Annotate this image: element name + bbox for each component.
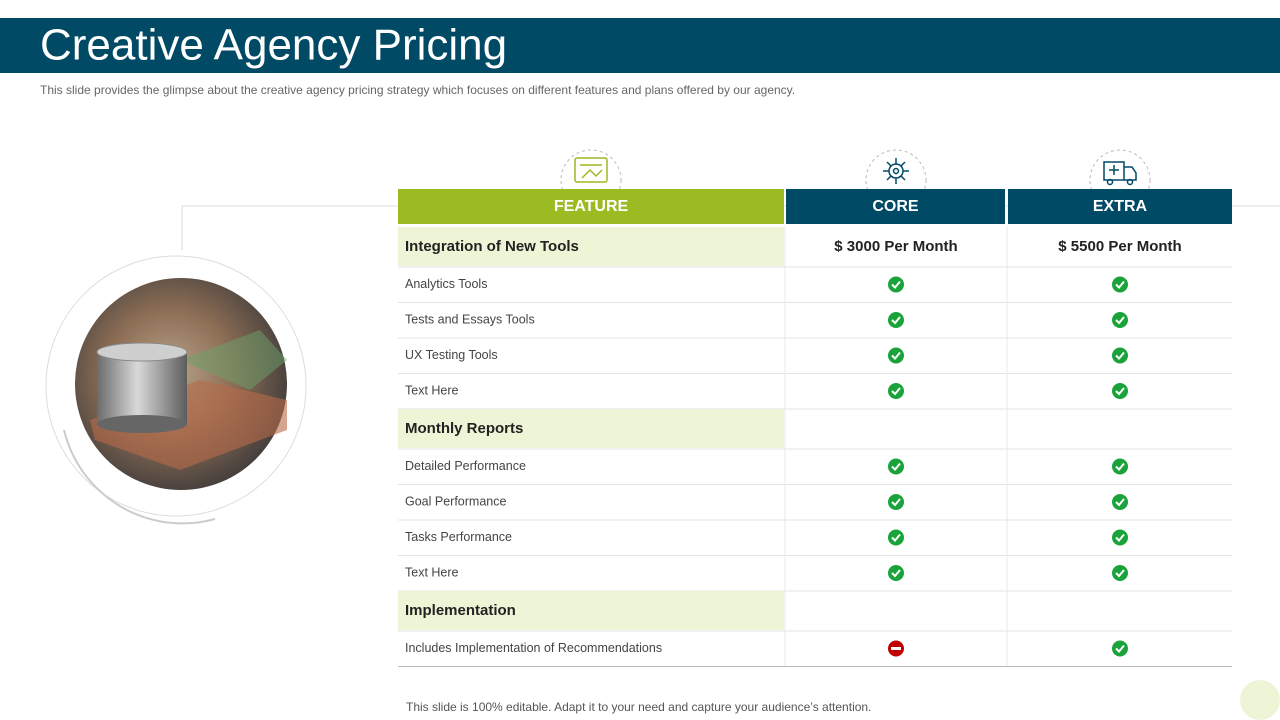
section-bg	[398, 409, 784, 448]
icon-check	[891, 533, 901, 542]
icon-circle	[888, 494, 904, 510]
icon-circle	[1112, 529, 1128, 546]
check-icon	[888, 529, 904, 546]
icon-check	[1115, 387, 1125, 396]
icon-check	[1115, 316, 1125, 325]
column-header-bg	[786, 189, 1005, 224]
check-icon	[888, 494, 904, 510]
check-icon	[1112, 276, 1128, 293]
check-icon	[1112, 640, 1128, 657]
icon-check	[1115, 644, 1125, 653]
feature-icon	[574, 157, 608, 183]
icon-check	[891, 569, 901, 578]
column-header-bg	[1008, 189, 1232, 224]
check-icon	[1112, 383, 1128, 399]
section-title: Monthly Reports	[405, 420, 523, 437]
icon-circle	[1112, 458, 1128, 475]
section-title: Implementation	[405, 602, 516, 619]
icon-circle	[1112, 565, 1128, 581]
extra-icon	[1103, 161, 1137, 186]
check-icon	[1112, 347, 1128, 364]
icon-check	[891, 316, 901, 325]
check-icon	[1112, 458, 1128, 475]
coin-top	[96, 342, 188, 362]
photo-notes-2	[180, 330, 287, 390]
icon-circle	[888, 529, 904, 546]
ring-arc	[63, 429, 216, 525]
icon-check	[891, 387, 901, 396]
section-bg	[398, 591, 784, 630]
title: Creative Agency Pricing	[40, 21, 507, 70]
feature-label: Text Here	[405, 565, 459, 579]
coin-stack	[97, 352, 187, 424]
feature-label: UX Testing Tools	[405, 348, 498, 362]
icon-circle	[888, 276, 904, 293]
section-title: Integration of New Tools	[405, 238, 579, 255]
icon-bar	[891, 647, 901, 650]
icon-circle	[888, 347, 904, 364]
coin-bottom	[97, 415, 187, 433]
feature-label: Text Here	[405, 383, 459, 397]
feature-label: Detailed Performance	[405, 459, 526, 473]
core-icon	[883, 158, 909, 184]
check-icon	[1112, 494, 1128, 510]
check-icon	[888, 276, 904, 293]
icon-circle	[1112, 494, 1128, 510]
icon-circle	[888, 565, 904, 581]
icon-check	[891, 351, 901, 360]
check-icon	[888, 347, 904, 364]
icon-check	[1115, 533, 1125, 542]
check-icon	[1112, 529, 1128, 546]
icon-circle	[1112, 276, 1128, 293]
section-bg	[398, 227, 784, 266]
feature-label: Tests and Essays Tools	[405, 312, 535, 326]
icon-check	[891, 498, 901, 507]
footer: This slide is 100% editable. Adapt it to…	[406, 700, 871, 714]
icon-check	[1115, 351, 1125, 360]
corner-dot	[1240, 680, 1280, 720]
icon-circle	[888, 312, 904, 328]
price: $ 3000 Per Month	[834, 238, 957, 255]
feature-label: Tasks Performance	[405, 530, 512, 544]
icon-check	[1115, 280, 1125, 289]
feature-label: Includes Implementation of Recommendatio…	[405, 641, 662, 655]
icon-check	[891, 462, 901, 471]
check-icon	[1112, 312, 1128, 328]
icon-check	[891, 280, 901, 289]
check-icon	[888, 312, 904, 328]
icon-circle	[888, 458, 904, 475]
outer-ring	[45, 255, 307, 517]
feature-label: Goal Performance	[405, 494, 506, 508]
icon-check	[1115, 569, 1125, 578]
check-icon	[1112, 565, 1128, 581]
column-header-bg	[398, 189, 784, 224]
excluded-icon	[888, 640, 904, 657]
column-header: FEATURE	[554, 198, 629, 215]
icon-circle	[1112, 640, 1128, 657]
column-header: CORE	[872, 198, 919, 215]
icon-circle	[888, 383, 904, 399]
subtitle: This slide provides the glimpse about th…	[40, 83, 795, 97]
icon-check	[1115, 498, 1125, 507]
icon-rings	[560, 149, 1151, 211]
check-icon	[888, 383, 904, 399]
check-icon	[888, 565, 904, 581]
icon-circle	[1112, 347, 1128, 364]
icon-check	[1115, 462, 1125, 471]
icon-circle	[1112, 312, 1128, 328]
price: $ 5500 Per Month	[1058, 238, 1181, 255]
feature-label: Analytics Tools	[405, 277, 487, 291]
icon-circle	[1112, 383, 1128, 399]
check-icon	[888, 458, 904, 475]
title-bar	[0, 18, 1280, 73]
column-header: EXTRA	[1093, 198, 1148, 215]
